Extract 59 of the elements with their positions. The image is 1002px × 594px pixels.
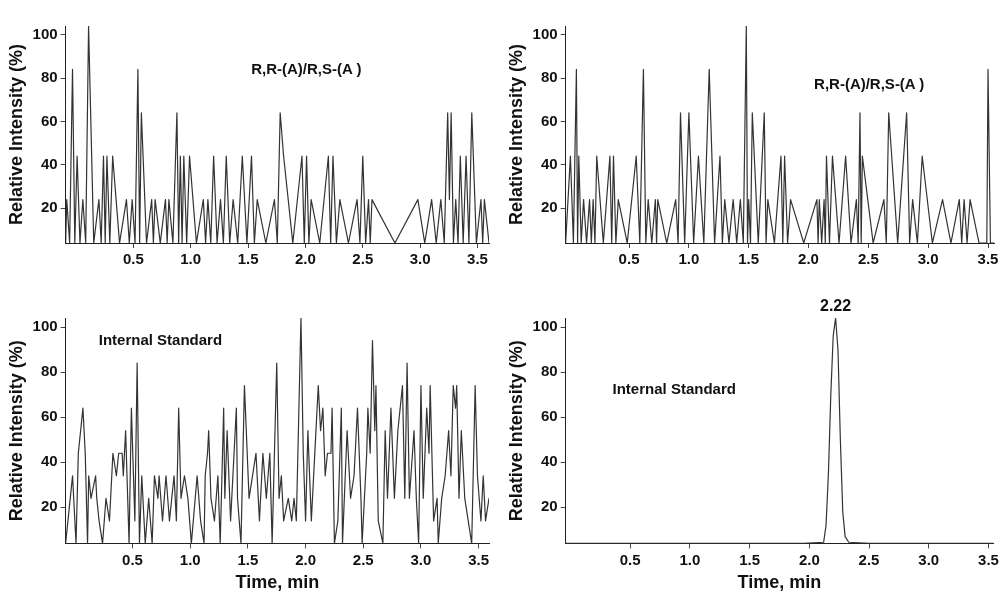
y-axis-title: Relative Intensity (%) xyxy=(5,43,26,226)
y-tick-label: 20 xyxy=(40,198,58,216)
x-tick-label: 0.5 xyxy=(122,550,143,568)
x-tick-label: 2.5 xyxy=(352,250,374,268)
y-axis-title: Relative Intensity (%) xyxy=(505,43,526,226)
y-axis-title: Relative Intensity (%) xyxy=(505,340,526,522)
x-tick-label: 3.5 xyxy=(468,550,490,568)
x-tick-label: 3.5 xyxy=(467,250,488,268)
x-tick-label: 1.5 xyxy=(739,550,761,568)
x-tick-label: 3.0 xyxy=(409,250,431,268)
y-tick-label: 80 xyxy=(540,362,558,380)
x-axis-title: Time, min xyxy=(235,572,320,593)
y-tick-label: 60 xyxy=(40,407,58,425)
y-axis-title: Relative Intensity (%) xyxy=(5,340,26,522)
annotation: Internal Standard xyxy=(612,380,736,398)
y-tick-label: 80 xyxy=(40,68,58,86)
x-tick-label: 0.5 xyxy=(619,550,641,568)
x-tick-label: 1.5 xyxy=(237,250,259,268)
x-tick-label: 1.0 xyxy=(678,250,700,268)
x-axis-title: Time, min xyxy=(737,572,822,593)
annotation: R,R-(A)/R,S-(A ) xyxy=(814,74,925,92)
x-tick-label: 2.0 xyxy=(294,250,316,268)
y-tick-label: 80 xyxy=(540,68,558,86)
x-tick-label: 3.0 xyxy=(917,250,939,268)
y-tick-label: 80 xyxy=(40,362,58,380)
x-tick-label: 3.5 xyxy=(978,550,999,568)
x-tick-label: 0.5 xyxy=(618,250,640,268)
y-tick-label: 20 xyxy=(40,497,58,515)
x-tick-label: 1.5 xyxy=(738,250,760,268)
x-tick-label: 2.5 xyxy=(858,550,880,568)
x-tick-label: 3.0 xyxy=(410,550,432,568)
y-tick-label: 40 xyxy=(40,155,58,173)
y-tick-label: 60 xyxy=(540,407,558,425)
x-tick-label: 3.5 xyxy=(977,250,999,268)
y-tick-label: 60 xyxy=(40,111,58,129)
y-tick-label: 100 xyxy=(32,24,58,42)
annotation: Internal Standard xyxy=(98,330,223,348)
x-tick-label: 2.0 xyxy=(798,550,820,568)
y-tick-label: 20 xyxy=(540,497,558,515)
x-tick-label: 3.0 xyxy=(918,550,940,568)
y-tick-label: 100 xyxy=(32,317,58,335)
x-tick-label: 0.5 xyxy=(122,250,144,268)
x-tick-label: 1.5 xyxy=(237,550,259,568)
x-tick-label: 1.0 xyxy=(179,550,201,568)
y-tick-label: 40 xyxy=(540,452,558,470)
y-tick-label: 20 xyxy=(540,198,558,216)
y-tick-label: 100 xyxy=(532,24,558,42)
y-tick-label: 100 xyxy=(532,317,558,335)
x-tick-label: 2.5 xyxy=(352,550,374,568)
x-tick-label: 2.5 xyxy=(857,250,879,268)
y-tick-label: 40 xyxy=(40,452,58,470)
y-tick-label: 40 xyxy=(540,155,558,173)
x-tick-label: 1.0 xyxy=(180,250,202,268)
x-tick-label: 1.0 xyxy=(679,550,701,568)
x-tick-label: 2.0 xyxy=(295,550,317,568)
x-tick-label: 2.0 xyxy=(798,250,819,268)
annotation: 2.22 xyxy=(820,297,852,315)
y-tick-label: 60 xyxy=(540,111,558,129)
annotation: R,R-(A)/R,S-(A ) xyxy=(251,59,362,77)
